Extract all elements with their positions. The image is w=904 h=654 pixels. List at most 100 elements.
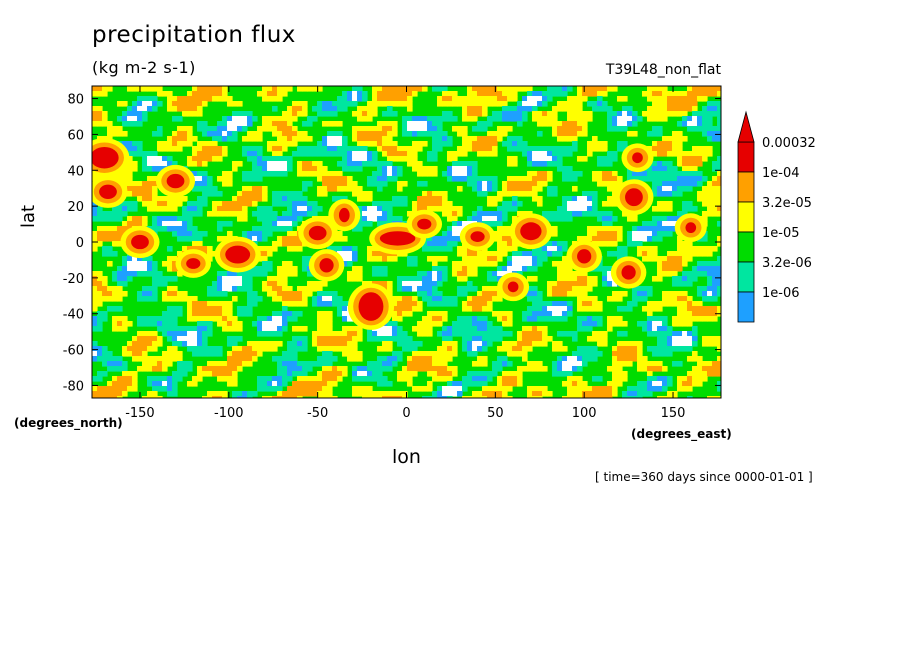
precip-cell <box>667 341 673 347</box>
precip-cell <box>307 386 313 392</box>
precip-cell <box>327 311 333 317</box>
precip-cell <box>652 166 658 172</box>
precip-cell <box>482 381 488 387</box>
precip-cell <box>437 291 443 297</box>
precip-cell <box>152 291 158 297</box>
precip-cell <box>222 181 228 187</box>
precip-cell <box>487 291 493 297</box>
precip-cell <box>502 391 508 397</box>
precip-cell <box>332 246 338 252</box>
precip-cell <box>337 336 343 342</box>
precip-cell <box>142 181 148 187</box>
precip-cell <box>687 306 693 312</box>
precip-cell <box>382 336 388 342</box>
precip-cell <box>157 366 163 372</box>
precip-cell <box>677 96 683 102</box>
precip-cell <box>472 341 478 347</box>
precip-cell <box>187 156 193 162</box>
precip-cell <box>187 141 193 147</box>
precip-cell <box>682 261 688 267</box>
precip-cell <box>497 231 503 237</box>
precip-cell <box>302 166 308 172</box>
precip-cell <box>457 286 463 292</box>
precip-cell <box>712 106 718 112</box>
precip-cell <box>227 131 233 137</box>
precip-cell <box>462 131 468 137</box>
precip-cell <box>462 346 468 352</box>
precip-cell <box>692 206 698 212</box>
precip-cell <box>502 116 508 122</box>
precip-cell <box>232 211 238 217</box>
precip-cell <box>602 106 608 112</box>
precip-cell <box>442 116 448 122</box>
precip-cell <box>557 146 563 152</box>
precip-cell <box>427 386 433 392</box>
precip-cell <box>717 136 721 142</box>
precip-cell <box>587 351 593 357</box>
precip-cell <box>417 271 423 277</box>
precip-cell <box>622 116 628 122</box>
precip-cell <box>432 271 438 277</box>
precip-cell <box>332 301 338 307</box>
precip-cell <box>677 316 683 322</box>
precip-cell <box>557 126 563 132</box>
precip-cell <box>532 286 538 292</box>
precip-cell <box>97 216 103 222</box>
precip-cell <box>382 201 388 207</box>
precip-cell <box>232 131 238 137</box>
precip-cell <box>437 361 443 367</box>
precip-cell <box>277 316 283 322</box>
precip-cell <box>657 176 663 182</box>
precip-cell <box>502 236 508 242</box>
precip-cell <box>472 136 478 142</box>
precip-cell <box>212 211 218 217</box>
precip-cell <box>677 381 683 387</box>
precip-cell <box>537 366 543 372</box>
colorbar-label: 3.2e-05 <box>762 196 812 211</box>
precip-cell <box>332 121 338 127</box>
precip-cell <box>297 191 303 197</box>
precip-cell <box>297 111 303 117</box>
precip-cell <box>637 176 643 182</box>
precip-cell <box>127 371 133 377</box>
precip-cell <box>92 86 98 92</box>
precip-cell <box>217 276 223 282</box>
precip-cell <box>662 216 668 222</box>
precip-cell <box>597 176 603 182</box>
precip-cell <box>322 291 328 297</box>
precip-cell <box>192 136 198 142</box>
precip-cell <box>547 316 553 322</box>
precip-cell <box>602 396 608 398</box>
precip-cell <box>562 371 568 377</box>
precip-cell <box>692 371 698 377</box>
precip-cell <box>462 306 468 312</box>
precip-cell <box>122 171 128 177</box>
precip-cell <box>287 196 293 202</box>
precip-cell <box>282 381 288 387</box>
precip-cell <box>212 316 218 322</box>
precip-cell <box>257 206 263 212</box>
precip-cell <box>142 101 148 107</box>
precip-cell <box>392 151 398 157</box>
precip-cell <box>142 106 148 112</box>
precip-cell <box>667 111 673 117</box>
precip-cell <box>132 341 138 347</box>
precip-cell <box>392 146 398 152</box>
precip-cell <box>632 391 638 397</box>
precip-cell <box>437 371 443 377</box>
precip-cell <box>502 271 508 277</box>
precip-cell <box>652 91 658 97</box>
precip-cell <box>702 286 708 292</box>
precip-cell <box>447 206 453 212</box>
precip-cell <box>277 396 283 398</box>
precip-cell <box>527 181 533 187</box>
precip-cell <box>167 201 173 207</box>
precip-cell <box>147 296 153 302</box>
precip-cell <box>612 291 618 297</box>
precip-cell <box>382 361 388 367</box>
precip-cell <box>327 181 333 187</box>
precip-cell <box>712 341 718 347</box>
precip-cell <box>107 381 113 387</box>
precip-cell <box>712 396 718 398</box>
precip-cell <box>487 341 493 347</box>
